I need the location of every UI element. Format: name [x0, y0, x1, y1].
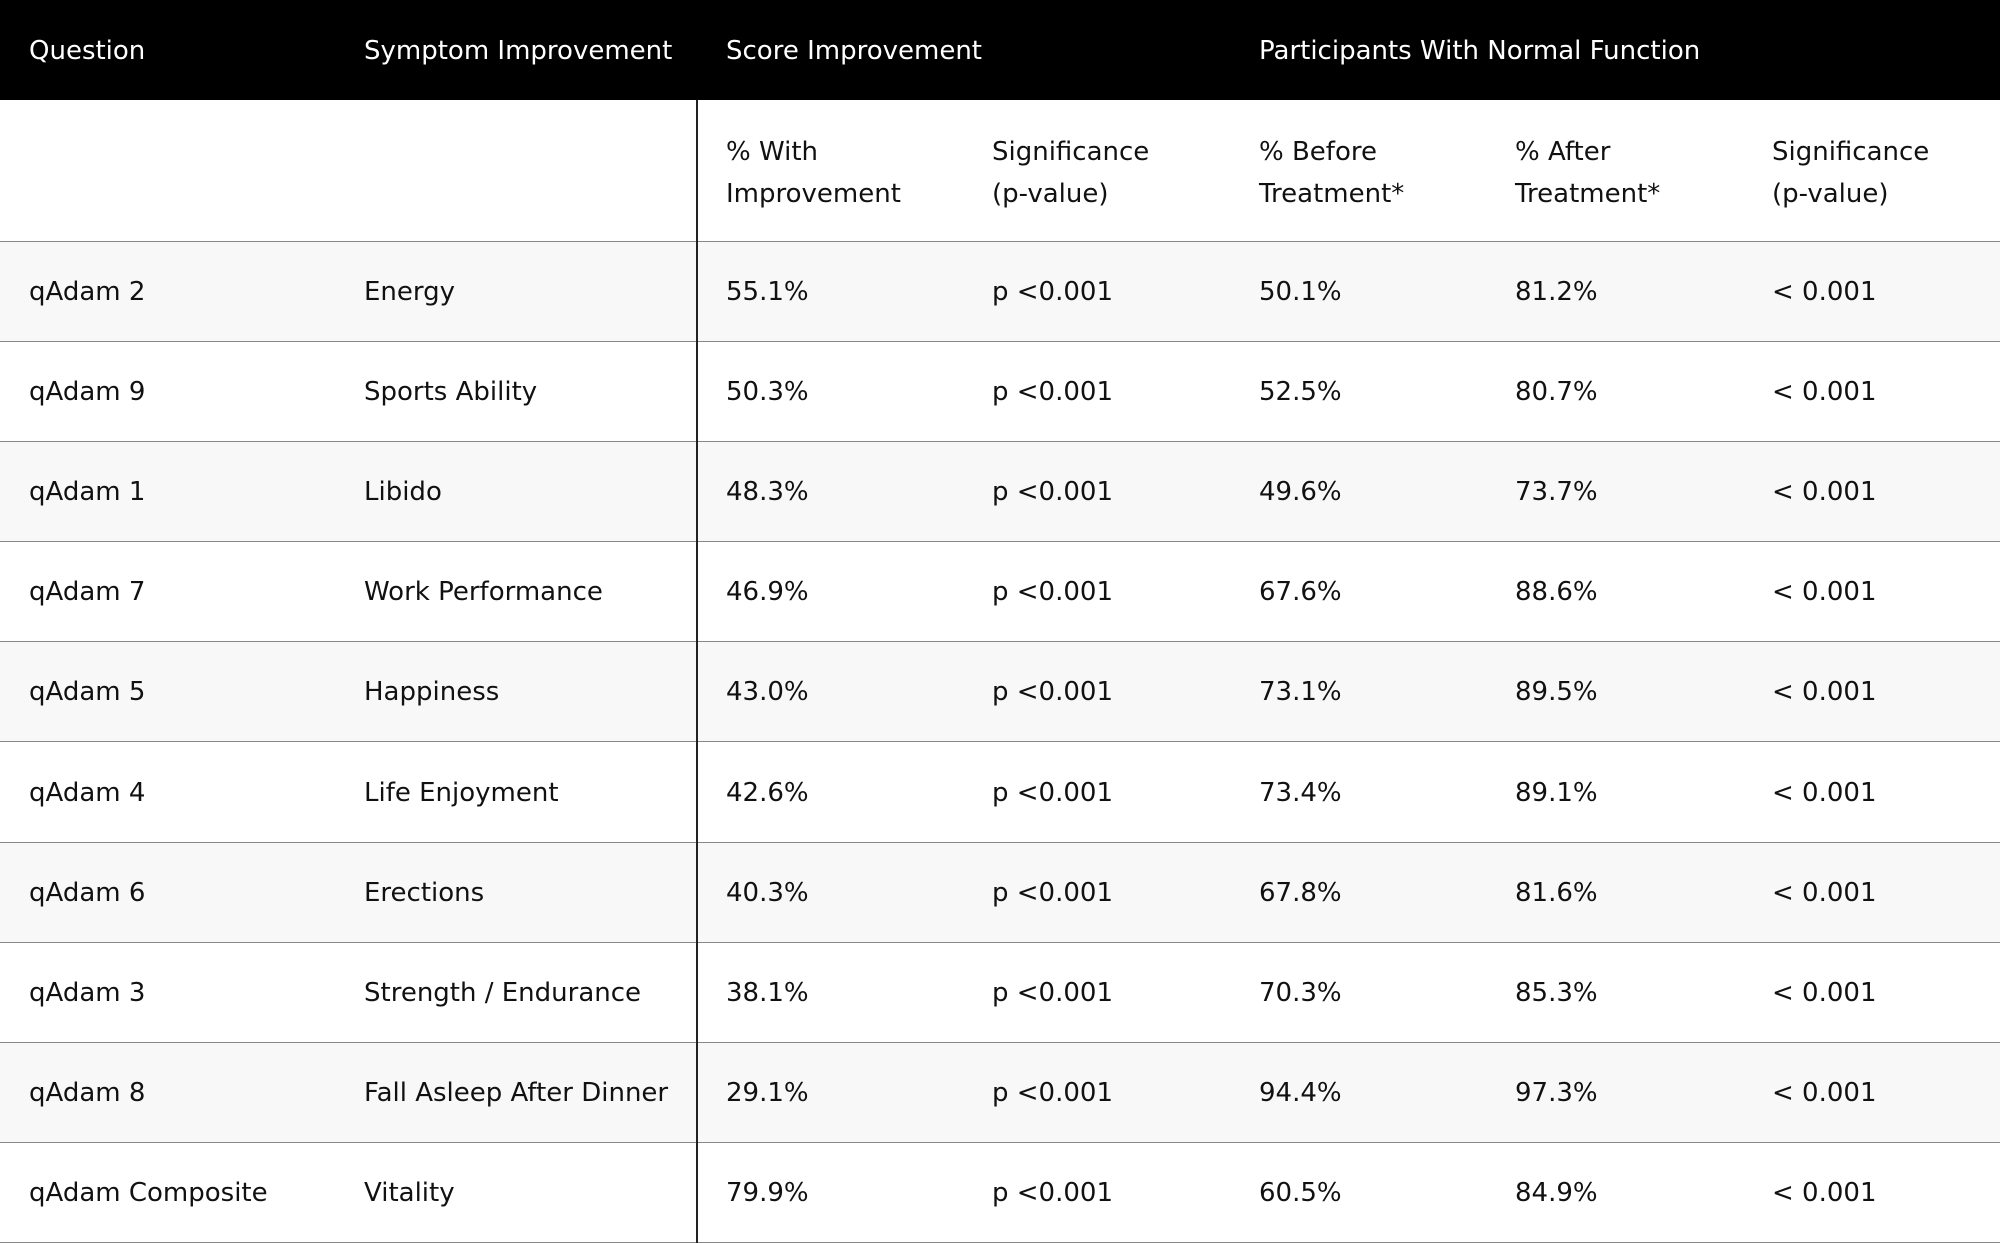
header-cell: Score Improvement	[726, 36, 982, 66]
table-cell: 60.5%	[1259, 1177, 1342, 1208]
row-divider	[0, 241, 2000, 242]
table-cell: 84.9%	[1515, 1177, 1598, 1208]
header-cell: Question	[29, 36, 146, 66]
table-cell: 29.1%	[726, 1077, 809, 1108]
table-cell: < 0.001	[1772, 377, 1877, 408]
table-cell: qAdam 4	[29, 777, 146, 808]
table-cell: < 0.001	[1772, 877, 1877, 908]
table-cell: 50.3%	[726, 377, 809, 408]
table-cell: qAdam 9	[29, 377, 146, 408]
subheader-cell: % With	[726, 137, 819, 167]
table-cell: 73.7%	[1515, 477, 1598, 508]
table-cell: 38.1%	[726, 977, 809, 1008]
table-cell: 46.9%	[726, 577, 809, 608]
table-cell: qAdam 8	[29, 1077, 146, 1108]
table-cell: 43.0%	[726, 677, 809, 708]
table-cell: 52.5%	[1259, 377, 1342, 408]
table-cell: < 0.001	[1772, 277, 1877, 307]
table-cell: p <0.001	[992, 477, 1113, 508]
table-cell: Vitality	[364, 1177, 455, 1208]
table-cell: qAdam 2	[29, 277, 146, 307]
table-row	[0, 1142, 2000, 1243]
subheader-cell: Improvement	[726, 179, 901, 209]
table-cell: 79.9%	[726, 1177, 809, 1208]
table-row	[0, 442, 2000, 543]
table-row	[0, 842, 2000, 943]
table-cell: qAdam Composite	[29, 1177, 268, 1208]
table-cell: p <0.001	[992, 377, 1113, 408]
table-cell: < 0.001	[1772, 777, 1877, 808]
table-row	[0, 542, 2000, 643]
subheader-cell: (p-value)	[1772, 179, 1889, 209]
table-cell: 70.3%	[1259, 977, 1342, 1008]
table-cell: Happiness	[364, 677, 500, 708]
table-cell: < 0.001	[1772, 477, 1877, 508]
table-cell: 97.3%	[1515, 1077, 1598, 1108]
table-cell: p <0.001	[992, 777, 1113, 808]
table-cell: Energy	[364, 277, 456, 307]
table-cell: p <0.001	[992, 677, 1113, 708]
subheader-cell: % Before	[1259, 137, 1377, 167]
table-cell: 81.2%	[1515, 277, 1598, 307]
header-row	[0, 0, 2000, 100]
subheader-cell: Treatment*	[1259, 179, 1405, 209]
table-cell: Libido	[364, 477, 442, 508]
table-row	[0, 342, 2000, 443]
table-cell: p <0.001	[992, 877, 1113, 908]
subheader-cell: (p-value)	[992, 179, 1109, 209]
table-cell: 80.7%	[1515, 377, 1598, 408]
table-cell: 94.4%	[1259, 1077, 1342, 1108]
table-cell: 73.4%	[1259, 777, 1342, 808]
table-cell: 40.3%	[726, 877, 809, 908]
table-cell: 55.1%	[726, 277, 809, 307]
table-cell: < 0.001	[1772, 1177, 1877, 1208]
table-cell: Work Performance	[364, 577, 603, 608]
table-cell: qAdam 3	[29, 977, 146, 1008]
table-cell: 67.6%	[1259, 577, 1342, 608]
table-row	[0, 642, 2000, 743]
table-row	[0, 942, 2000, 1043]
table-cell: < 0.001	[1772, 977, 1877, 1008]
table-cell: Life Enjoyment	[364, 777, 559, 808]
table-cell: Erections	[364, 877, 485, 908]
table-cell: p <0.001	[992, 1177, 1113, 1208]
table-cell: 81.6%	[1515, 877, 1598, 908]
table-cell: qAdam 7	[29, 577, 146, 608]
table-cell: qAdam 5	[29, 677, 146, 708]
table-cell: p <0.001	[992, 977, 1113, 1008]
table-cell: 85.3%	[1515, 977, 1598, 1008]
table-cell: qAdam 1	[29, 477, 146, 508]
table-row	[0, 242, 2000, 343]
table-row	[0, 742, 2000, 843]
table-cell: 49.6%	[1259, 477, 1342, 508]
table-cell: 89.5%	[1515, 677, 1598, 708]
table-row	[0, 1042, 2000, 1143]
table-cell: p <0.001	[992, 277, 1113, 307]
table-cell: < 0.001	[1772, 1077, 1877, 1108]
table-cell: Sports Ability	[364, 377, 538, 408]
table-cell: 89.1%	[1515, 777, 1598, 808]
table-cell: 48.3%	[726, 477, 809, 508]
table-cell: 50.1%	[1259, 277, 1342, 307]
table-cell: Strength / Endurance	[364, 977, 642, 1008]
table-cell: < 0.001	[1772, 677, 1877, 708]
header-cell: Symptom Improvement	[364, 36, 673, 66]
subheader-cell: Significance	[992, 137, 1150, 167]
subheader-cell: Treatment*	[1515, 179, 1661, 209]
table-cell: 88.6%	[1515, 577, 1598, 608]
subheader-cell: Significance	[1772, 137, 1930, 167]
header-cell: Participants With Normal Function	[1259, 36, 1701, 66]
column-divider	[696, 100, 698, 1243]
table-cell: < 0.001	[1772, 577, 1877, 608]
table-cell: 67.8%	[1259, 877, 1342, 908]
table-cell: qAdam 6	[29, 877, 146, 908]
table-cell: Fall Asleep After Dinner	[364, 1077, 669, 1108]
table-cell: 42.6%	[726, 777, 809, 808]
subheader-cell: % After	[1515, 137, 1611, 167]
table-cell: p <0.001	[992, 1077, 1113, 1108]
table-cell: p <0.001	[992, 577, 1113, 608]
table-cell: 73.1%	[1259, 677, 1342, 708]
